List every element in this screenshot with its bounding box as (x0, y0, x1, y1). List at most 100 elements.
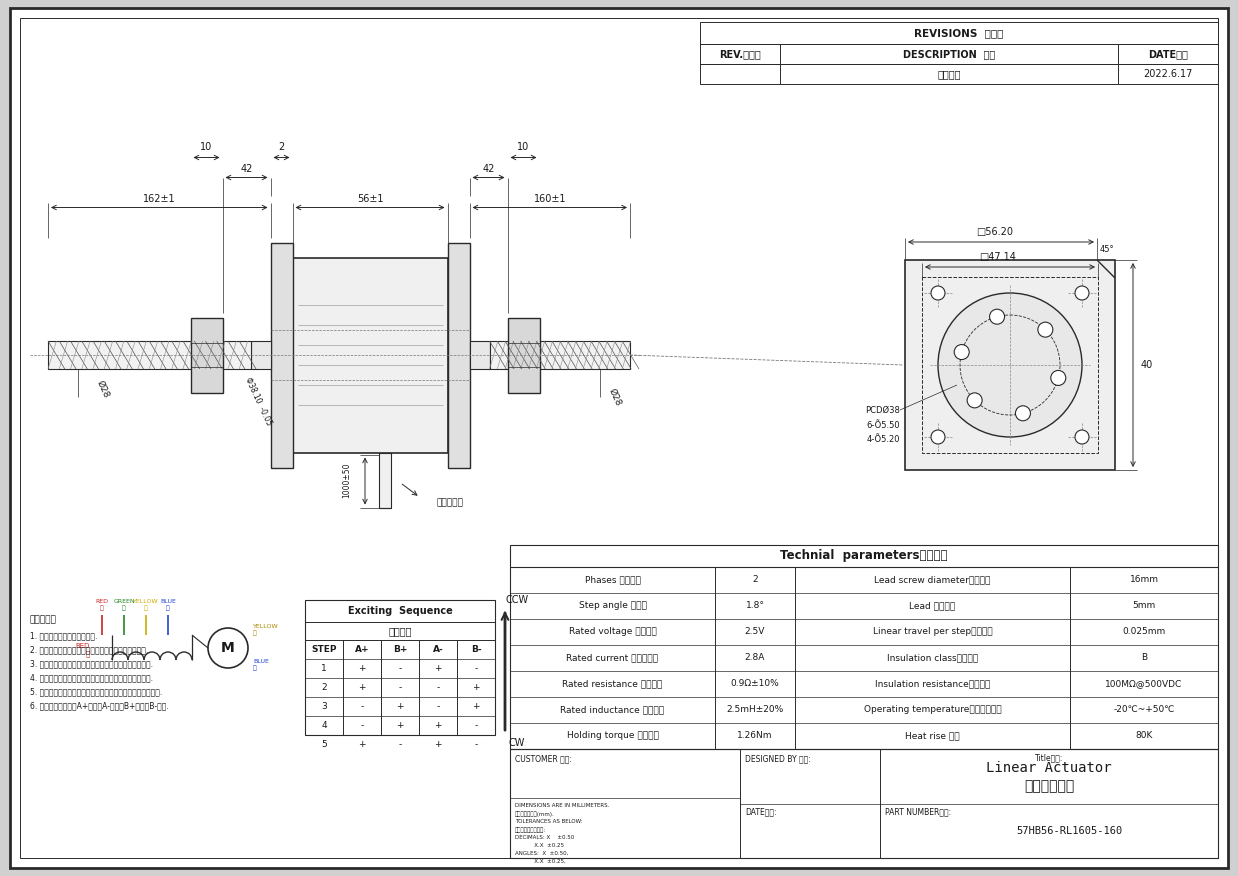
Text: 未注公差数以下标准:: 未注公差数以下标准: (515, 827, 546, 833)
Text: B+: B+ (392, 645, 407, 654)
Text: DESIGNED BY 设计:: DESIGNED BY 设计: (745, 754, 811, 763)
Text: -: - (474, 721, 478, 730)
Text: 6-Õ5.50: 6-Õ5.50 (867, 420, 900, 429)
Circle shape (1015, 406, 1030, 420)
Text: YELLOW
黄: YELLOW 黄 (253, 625, 279, 636)
Text: -: - (399, 664, 401, 673)
Text: -: - (360, 702, 364, 711)
Text: +: + (435, 721, 442, 730)
Text: -: - (474, 664, 478, 673)
Text: Operating temperature工作环境温度: Operating temperature工作环境温度 (864, 705, 1002, 715)
Text: +: + (472, 683, 480, 692)
Bar (905, 260, 1115, 470)
Text: Exciting  Sequence: Exciting Sequence (348, 606, 452, 616)
Text: 162±1: 162±1 (142, 194, 176, 204)
Text: 励磁顺序: 励磁顺序 (389, 626, 412, 636)
Text: 2.5mH±20%: 2.5mH±20% (727, 705, 784, 715)
Text: 10: 10 (517, 143, 530, 152)
Bar (699, 64, 1218, 84)
Text: 56±1: 56±1 (357, 194, 384, 204)
Text: 首次发布: 首次发布 (937, 69, 961, 79)
Bar (292, 258, 447, 453)
Text: BLUE
蓝: BLUE 蓝 (253, 660, 269, 671)
Text: DESCRIPTION  描述: DESCRIPTION 描述 (903, 49, 995, 59)
Text: 42: 42 (240, 165, 253, 174)
Text: □47.14: □47.14 (979, 252, 1016, 262)
Text: -: - (474, 740, 478, 749)
Text: +: + (358, 664, 365, 673)
Text: 5. 电机必须轻拿轻放，拿取时请清拿电机本体，勿手拉引出线.: 5. 电机必须轻拿轻放，拿取时请清拿电机本体，勿手拉引出线. (30, 687, 162, 696)
Bar (250, 341, 270, 369)
Bar (191, 317, 223, 392)
Text: BLUE
蓝: BLUE 蓝 (160, 599, 176, 611)
Text: 3. 电机螺杆已经涂覆专用油脂，如需再加油请与厂家联系.: 3. 电机螺杆已经涂覆专用油脂，如需再加油请与厂家联系. (30, 659, 154, 668)
Text: -: - (436, 702, 439, 711)
Text: GREEN
维: GREEN 维 (113, 599, 135, 611)
Text: -: - (360, 721, 364, 730)
Text: CCW: CCW (505, 595, 529, 605)
Circle shape (989, 309, 1004, 324)
Text: 6. 电机接线顺序为：A+红线、A-维线、B+黄线、B-蓝线.: 6. 电机接线顺序为：A+红线、A-维线、B+黄线、B-蓝线. (30, 701, 168, 710)
Bar (508, 317, 540, 392)
Text: A-: A- (432, 645, 443, 654)
Text: TOLERANCES AS BELOW:: TOLERANCES AS BELOW: (515, 819, 583, 824)
Bar (469, 341, 489, 369)
Text: -: - (399, 683, 401, 692)
Text: +: + (358, 683, 365, 692)
Text: ANGLES:  X  ±0.50,: ANGLES: X ±0.50, (515, 851, 568, 856)
Text: Linear Actuator: Linear Actuator (987, 761, 1112, 775)
Text: Rated current 额定相电流: Rated current 额定相电流 (567, 653, 659, 662)
Text: -20℃~+50℃: -20℃~+50℃ (1113, 705, 1175, 715)
Text: DATE日期:: DATE日期: (745, 808, 776, 816)
Text: STEP: STEP (311, 645, 337, 654)
Text: RED
红: RED 红 (95, 599, 109, 611)
Text: Technial  parameters技术参数: Technial parameters技术参数 (780, 549, 948, 562)
Text: 2.5V: 2.5V (745, 627, 765, 637)
Bar (699, 44, 1218, 64)
Text: 40: 40 (1141, 360, 1153, 370)
Text: 80K: 80K (1135, 731, 1153, 740)
Circle shape (931, 286, 945, 300)
Text: 2: 2 (279, 143, 285, 152)
Text: X.X  ±0.25: X.X ±0.25 (515, 843, 565, 848)
Text: +: + (435, 664, 442, 673)
Text: 尺寸单位为毫米(mm).: 尺寸单位为毫米(mm). (515, 811, 555, 816)
Circle shape (1051, 371, 1066, 385)
Text: 5mm: 5mm (1133, 602, 1155, 611)
Bar (447, 243, 469, 468)
Text: PCDØ38: PCDØ38 (865, 406, 900, 414)
Circle shape (931, 430, 945, 444)
Text: Lead screw diameter丝杆直径: Lead screw diameter丝杆直径 (874, 576, 990, 584)
Text: Insulation class绝缘等级: Insulation class绝缘等级 (886, 653, 978, 662)
Text: Insulation resistance绝缘电阶: Insulation resistance绝缘电阶 (875, 680, 990, 689)
Text: 1.8°: 1.8° (745, 602, 764, 611)
Text: Φ38.10  -0.05: Φ38.10 -0.05 (244, 377, 274, 427)
Text: 45°: 45° (1099, 245, 1114, 255)
Circle shape (1075, 430, 1089, 444)
Bar (489, 341, 630, 369)
Circle shape (1075, 286, 1089, 300)
Text: 4: 4 (321, 721, 327, 730)
Text: DIMENSIONS ARE IN MILLIMETERS.: DIMENSIONS ARE IN MILLIMETERS. (515, 803, 609, 808)
Text: 5: 5 (321, 740, 327, 749)
Text: CUSTOMER 客户:: CUSTOMER 客户: (515, 754, 572, 763)
Text: YELLOW
黄: YELLOW 黄 (134, 599, 158, 611)
Bar (305, 600, 495, 735)
Text: 2: 2 (321, 683, 327, 692)
Bar (510, 545, 1218, 749)
Text: Linear travel per step整步步长: Linear travel per step整步步长 (873, 627, 993, 637)
Circle shape (1037, 322, 1052, 337)
Circle shape (967, 392, 982, 408)
Text: 42: 42 (483, 165, 495, 174)
Circle shape (954, 344, 969, 359)
Text: 1000±50: 1000±50 (343, 463, 352, 498)
Bar (270, 243, 292, 468)
Text: Ø28: Ø28 (95, 378, 111, 399)
Text: 2: 2 (753, 576, 758, 584)
Text: 16mm: 16mm (1129, 576, 1159, 584)
Text: REVISIONS  修订栏: REVISIONS 修订栏 (915, 28, 1004, 38)
Text: 高束电缆线: 高束电缆线 (437, 498, 463, 507)
Text: M: M (222, 641, 235, 655)
Bar (379, 453, 391, 507)
Text: 2. 电机螺杆不能夹装或者受到硬物挤压，以免损坏螺牙.: 2. 电机螺杆不能夹装或者受到硬物挤压，以免损坏螺牙. (30, 645, 149, 654)
